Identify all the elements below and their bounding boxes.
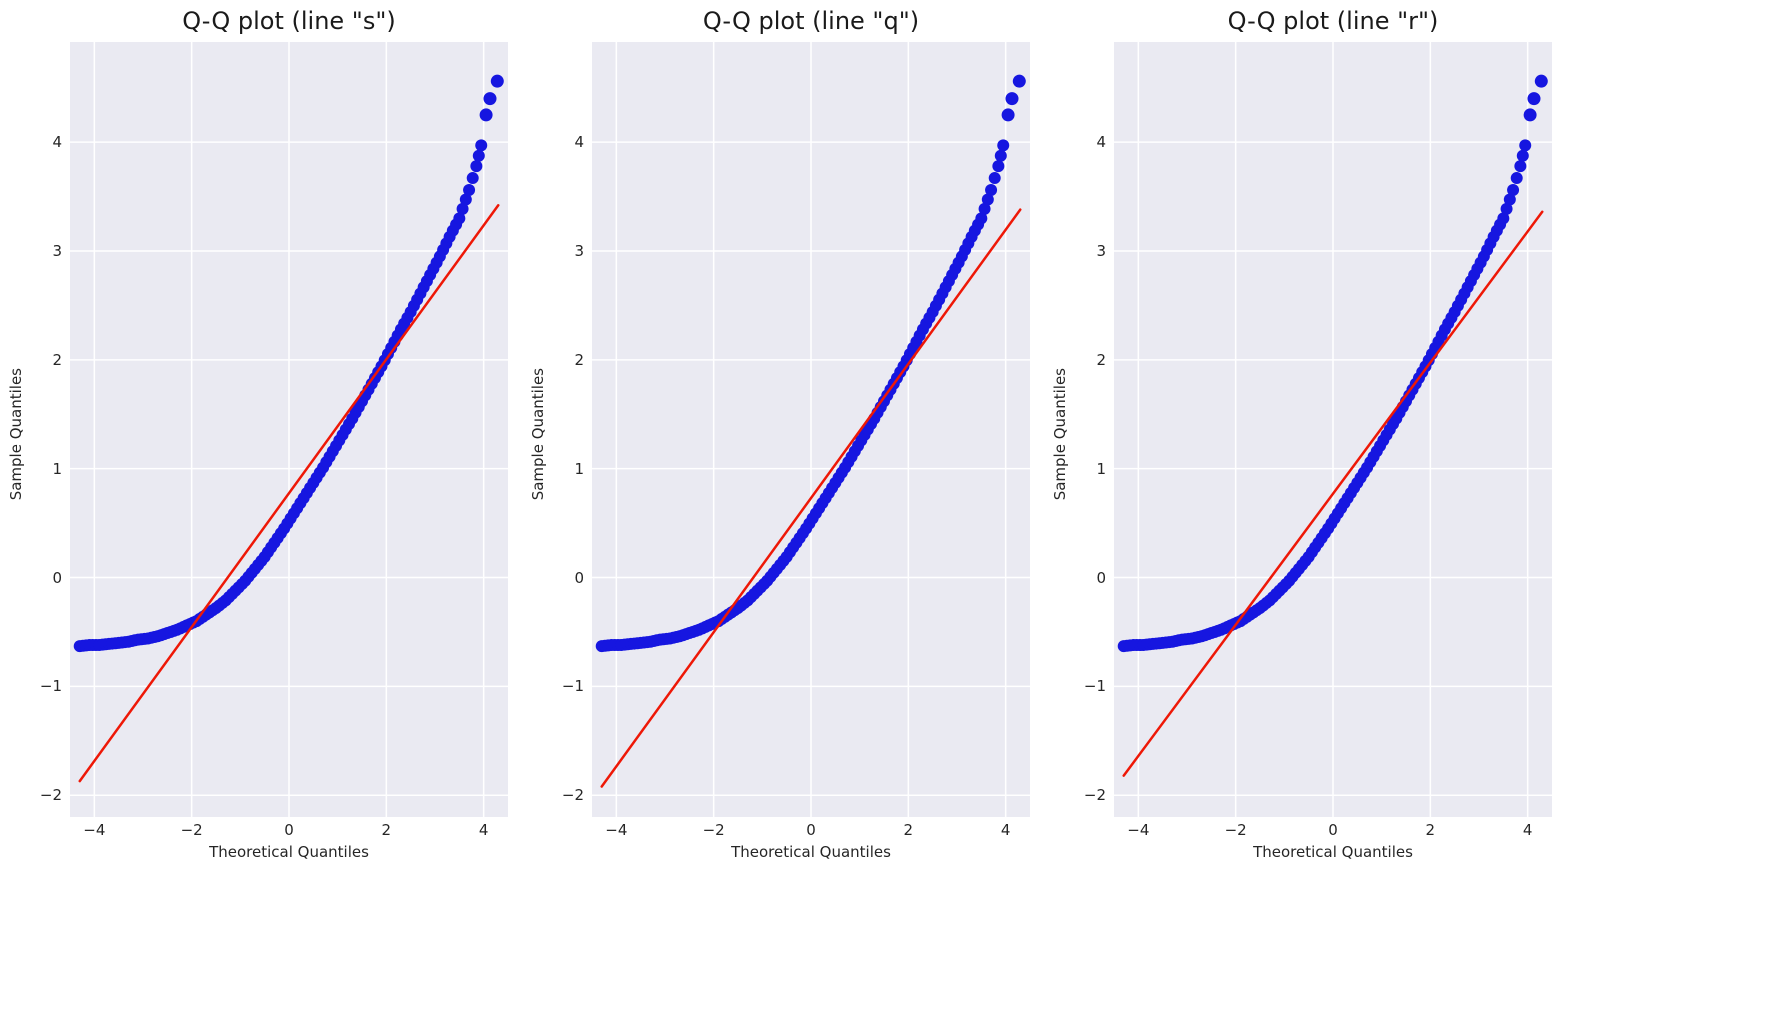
plot-stack: Q-Q plot (line "s") −4 −2 0 2 4 Theoretical … bbox=[70, 4, 508, 865]
y-tick-label: 1 bbox=[574, 459, 584, 478]
x-tick-label: 0 bbox=[1328, 821, 1338, 839]
y-tick-label: 1 bbox=[52, 459, 62, 478]
y-axis-label-column: Sample Quantiles bbox=[2, 4, 30, 865]
y-tick-label: 4 bbox=[52, 133, 62, 152]
scatter-series bbox=[595, 74, 1026, 653]
y-axis-label-column: Sample Quantiles bbox=[1046, 4, 1074, 865]
reference-line bbox=[1122, 210, 1544, 777]
y-axis-label: Sample Quantiles bbox=[529, 368, 547, 501]
x-tick-label: 4 bbox=[1000, 821, 1011, 839]
x-tick-label: 4 bbox=[478, 821, 489, 839]
y-tick-labels: −2 −1 0 1 2 3 4 bbox=[30, 4, 70, 865]
x-tick-label: −2 bbox=[1224, 821, 1247, 839]
y-tick-label: 3 bbox=[1096, 241, 1106, 260]
plot-area bbox=[1114, 42, 1552, 817]
x-tick-label: −2 bbox=[702, 821, 725, 839]
qq-plot-canvas bbox=[592, 42, 1030, 817]
qq-plot-figure: Sample Quantiles −2 −1 0 1 2 3 4 Q-Q plot (lin… bbox=[2, 4, 1552, 865]
y-tick-label: −1 bbox=[561, 677, 584, 696]
x-tick-label: 0 bbox=[806, 821, 816, 839]
y-tick-label: 4 bbox=[1096, 133, 1106, 152]
y-tick-label: 0 bbox=[52, 568, 62, 587]
gridlines bbox=[70, 42, 508, 817]
x-tick-label: −2 bbox=[180, 821, 203, 839]
x-axis-label: Theoretical Quantiles bbox=[209, 843, 369, 861]
x-tick-label: −4 bbox=[83, 821, 106, 839]
x-tick-labels: −4 −2 0 2 4 bbox=[592, 817, 1030, 843]
qq-plot-canvas bbox=[1114, 42, 1552, 817]
y-tick-label: 0 bbox=[1096, 568, 1106, 587]
chart-title: Q-Q plot (line "q") bbox=[702, 7, 920, 35]
plot-area bbox=[592, 42, 1030, 817]
y-tick-label: −1 bbox=[39, 677, 62, 696]
x-tick-label: 4 bbox=[1522, 821, 1533, 839]
x-tick-label: 2 bbox=[903, 821, 914, 839]
y-tick-labels: −2 −1 0 1 2 3 4 bbox=[1074, 4, 1114, 865]
plot-row: Sample Quantiles −2 −1 0 1 2 3 4 Q-Q plot (lin… bbox=[2, 4, 508, 865]
reference-line bbox=[600, 208, 1022, 788]
x-tick-label: 2 bbox=[1425, 821, 1436, 839]
y-axis-label: Sample Quantiles bbox=[1051, 368, 1069, 501]
chart-title: Q-Q plot (line "s") bbox=[182, 7, 396, 35]
y-tick-label: 3 bbox=[574, 241, 584, 260]
y-tick-label: 3 bbox=[52, 241, 62, 260]
x-tick-labels: −4 −2 0 2 4 bbox=[1114, 817, 1552, 843]
gridlines bbox=[1114, 42, 1552, 817]
x-tick-label: −4 bbox=[1127, 821, 1150, 839]
plot-row: Sample Quantiles −2 −1 0 1 2 3 4 Q-Q plot (lin… bbox=[1046, 4, 1552, 865]
x-axis-label: Theoretical Quantiles bbox=[731, 843, 891, 861]
plot-area bbox=[70, 42, 508, 817]
x-tick-label: 2 bbox=[381, 821, 392, 839]
y-tick-label: 1 bbox=[1096, 459, 1106, 478]
y-tick-labels: −2 −1 0 1 2 3 4 bbox=[552, 4, 592, 865]
x-axis-label: Theoretical Quantiles bbox=[1253, 843, 1413, 861]
y-tick-label: −2 bbox=[561, 786, 584, 805]
y-axis-label: Sample Quantiles bbox=[7, 368, 25, 501]
plot-stack: Q-Q plot (line "q") −4 −2 0 2 4 Theoretical … bbox=[592, 4, 1030, 865]
y-tick-label: −2 bbox=[39, 786, 62, 805]
y-tick-label: 0 bbox=[574, 568, 584, 587]
scatter-series bbox=[73, 74, 504, 653]
y-tick-label: 2 bbox=[574, 350, 584, 369]
qq-subplot-q: Sample Quantiles −2 −1 0 1 2 3 4 Q-Q plot (lin… bbox=[524, 4, 1030, 865]
x-tick-label: 0 bbox=[284, 821, 294, 839]
plot-stack: Q-Q plot (line "r") −4 −2 0 2 4 Theoretical … bbox=[1114, 4, 1552, 865]
x-tick-label: −4 bbox=[605, 821, 628, 839]
plot-row: Sample Quantiles −2 −1 0 1 2 3 4 Q-Q plot (lin… bbox=[524, 4, 1030, 865]
y-tick-label: 4 bbox=[574, 133, 584, 152]
scatter-series bbox=[1117, 74, 1548, 653]
qq-plot-canvas bbox=[70, 42, 508, 817]
x-tick-labels: −4 −2 0 2 4 bbox=[70, 817, 508, 843]
qq-subplot-s: Sample Quantiles −2 −1 0 1 2 3 4 Q-Q plot (lin… bbox=[2, 4, 508, 865]
y-tick-label: 2 bbox=[1096, 350, 1106, 369]
reference-line bbox=[78, 204, 500, 783]
y-tick-label: −2 bbox=[1083, 786, 1106, 805]
chart-title: Q-Q plot (line "r") bbox=[1227, 7, 1439, 35]
y-tick-label: −1 bbox=[1083, 677, 1106, 696]
qq-subplot-r: Sample Quantiles −2 −1 0 1 2 3 4 Q-Q plot (lin… bbox=[1046, 4, 1552, 865]
y-axis-label-column: Sample Quantiles bbox=[524, 4, 552, 865]
gridlines bbox=[592, 42, 1030, 817]
y-tick-label: 2 bbox=[52, 350, 62, 369]
